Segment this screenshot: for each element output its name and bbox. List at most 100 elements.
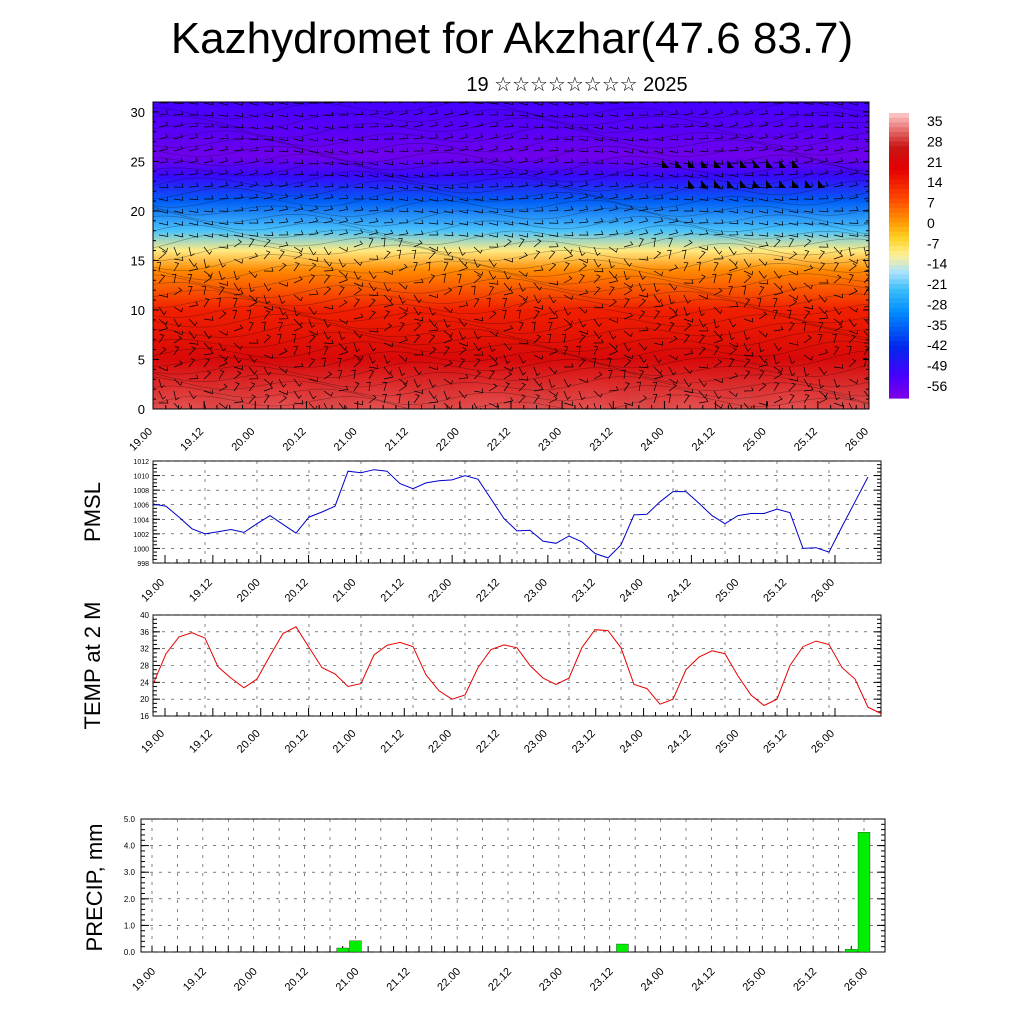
wind-barb [593,286,601,296]
wind-barb [488,370,495,380]
wind-barb [203,316,214,321]
wind-barb [443,336,453,344]
wind-barb [788,170,799,176]
wind-barb [458,347,467,356]
wind-barb [413,306,422,316]
wind-barb [833,262,839,272]
x-tick-label: 20.12 [283,728,311,756]
wind-barb [488,330,498,337]
wind-barb [218,244,229,249]
colorbar: 35 28 21 14 7 0 -7 -14 -21 -28 -35 -42 -49 -56 [889,113,947,399]
wind-barb [338,348,349,356]
wind-barb [293,390,302,400]
wind-barb [368,364,379,369]
wind-barb [413,239,423,248]
wind-barb [248,394,256,404]
wind-barb [698,334,706,344]
wind-barb [233,298,238,308]
wind-barb [398,282,408,290]
precip-ylabel: PRECIP, mm [82,824,107,952]
wind-barb [578,231,589,236]
wind-barb [533,250,541,260]
wind-barb [278,322,284,332]
wind-barb [323,390,333,397]
wind-barb [173,246,181,256]
x-tick-label: 26.00 [809,728,837,756]
wind-barb [518,207,529,212]
wind-barb [323,286,332,296]
wind-barb [848,181,859,188]
wind-barb [413,121,424,128]
wind-barb [308,377,318,383]
wind-barb [368,394,377,404]
wind-barb [398,230,409,236]
wind-barb [233,112,244,118]
wind-barb [773,298,778,308]
wind-barb [488,383,498,392]
wind-barb [623,270,631,281]
wind-barb [832,334,837,344]
wind-barb [368,255,379,260]
wind-barb [683,378,692,388]
wind-barb [488,157,499,164]
wind-barb [728,133,739,140]
wind-barb [473,358,481,368]
colorbar-segment [889,136,909,143]
y-tick-label: 1012 [133,459,149,466]
wind-barb [548,294,557,304]
colorbar-segment [889,203,909,209]
wind-barb [713,262,719,272]
wind-barb [683,279,694,284]
wind-barb [578,136,589,142]
wind-barb [788,294,798,301]
wind-barb [188,111,199,116]
precip-bar [349,940,362,953]
wind-barb [413,208,424,213]
wind-barb [413,350,424,356]
wind-barb [233,102,244,106]
wind-barb [743,352,754,357]
wind-barb [383,160,394,166]
wind-barb [278,147,289,153]
wind-barb [698,109,709,116]
wind-barb [278,282,288,287]
wind-barb [188,265,199,272]
wind-barb [533,123,544,129]
wind-barb [218,286,225,296]
wind-barb [668,173,679,178]
wind-barb [443,287,453,296]
wind-barb [833,169,844,176]
wind-barb [338,246,348,252]
wind-barb [263,181,274,188]
wind-barb [623,171,634,176]
wind-barb [638,205,649,212]
wind-barb [383,310,390,320]
wind-barb [278,390,288,396]
wind-barb [607,357,612,368]
wind-barb [278,181,289,188]
wind-barb [576,345,581,356]
x-tick-label: 22.00 [435,966,463,994]
wind-barb [278,205,289,212]
wind-barb [323,330,332,340]
wind-barb [218,207,229,212]
wind-barb [533,310,540,320]
wind-barb [758,196,769,202]
wind-barb [188,195,199,201]
wind-barb [803,195,814,200]
wind-barb [473,370,482,380]
colorbar-segment [889,151,909,157]
wind-barb [473,330,481,340]
wind-barb [293,102,304,105]
wind-barb [246,309,252,320]
wind-barb [728,358,735,368]
pmsl-ylabel: PMSL [80,482,105,542]
wind-barb [683,334,690,344]
colorbar-segment [889,165,909,171]
colorbar-segment [889,170,909,176]
wind-barb [623,205,634,212]
wind-barb [203,233,214,238]
wind-barb [758,330,768,338]
wind-barb [233,157,244,164]
